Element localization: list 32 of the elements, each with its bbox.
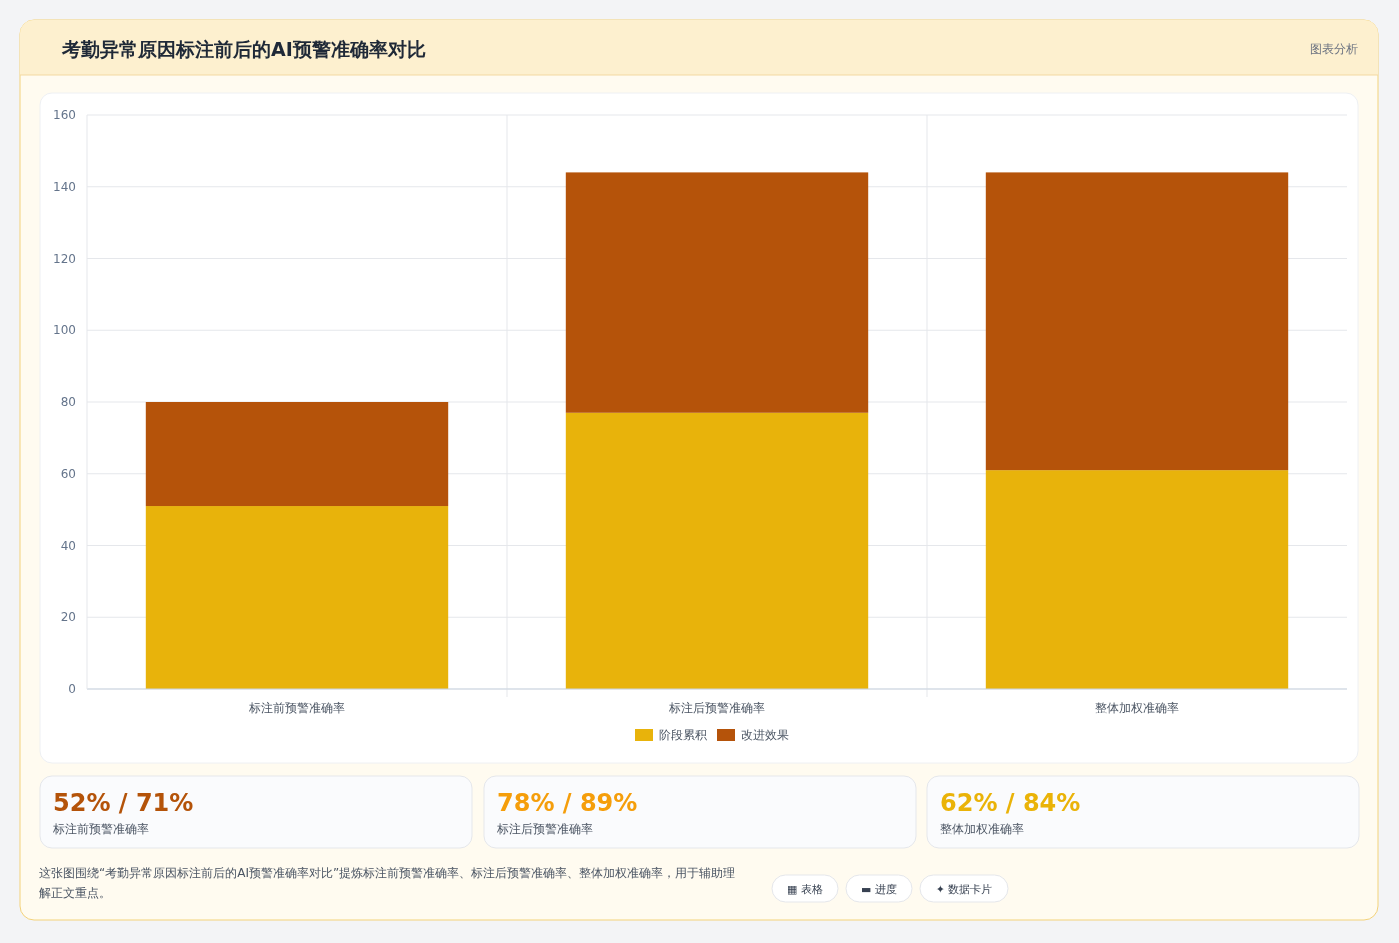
y-tick-label: 160 <box>53 108 76 122</box>
bar <box>565 412 869 689</box>
y-tick-label: 140 <box>53 179 76 194</box>
bar <box>565 172 869 413</box>
text: ▬ 进度 <box>861 883 897 896</box>
x-tick-label: 标注后预警准确率 <box>668 701 765 715</box>
text: ▦ 表格 <box>787 883 823 896</box>
x-tick-label: 标注前预警准确率 <box>248 701 345 715</box>
text: 标注前预警准确率 <box>52 822 149 836</box>
text: 62% / 84% <box>940 789 1081 817</box>
text: 78% / 89% <box>497 789 638 817</box>
text: 52% / 71% <box>53 789 194 817</box>
y-tick-label: 40 <box>60 538 76 553</box>
y-tick-label: 120 <box>53 251 76 266</box>
bar <box>145 402 449 507</box>
y-tick-label: 20 <box>60 610 76 625</box>
legend-label: 改进效果 <box>741 728 789 742</box>
text: ✦ 数据卡片 <box>935 883 993 896</box>
bar <box>985 172 1289 471</box>
legend-label: 阶段累积 <box>659 728 707 742</box>
y-tick-label: 100 <box>53 323 76 338</box>
bar <box>985 470 1289 689</box>
x-tick-label: 整体加权准确率 <box>1095 701 1179 715</box>
text: 标注后预警准确率 <box>496 822 593 836</box>
y-tick-label: 60 <box>60 466 76 481</box>
bar <box>145 506 449 689</box>
y-tick-label: 0 <box>68 682 76 696</box>
text: 这张图围绕“考勤异常原因标注前后的AI预警准确率对比”提炼标注前预警准确率、标注后预警准确率、整体加权准确率，用于辅助理解正文重点。 <box>39 866 736 900</box>
chart-title: 考勤异常原因标注前后的AI预警准确率对比 <box>61 38 426 60</box>
text: 图表分析 <box>1310 42 1358 56</box>
text: 整体加权准确率 <box>940 822 1024 836</box>
y-tick-label: 80 <box>60 395 76 409</box>
